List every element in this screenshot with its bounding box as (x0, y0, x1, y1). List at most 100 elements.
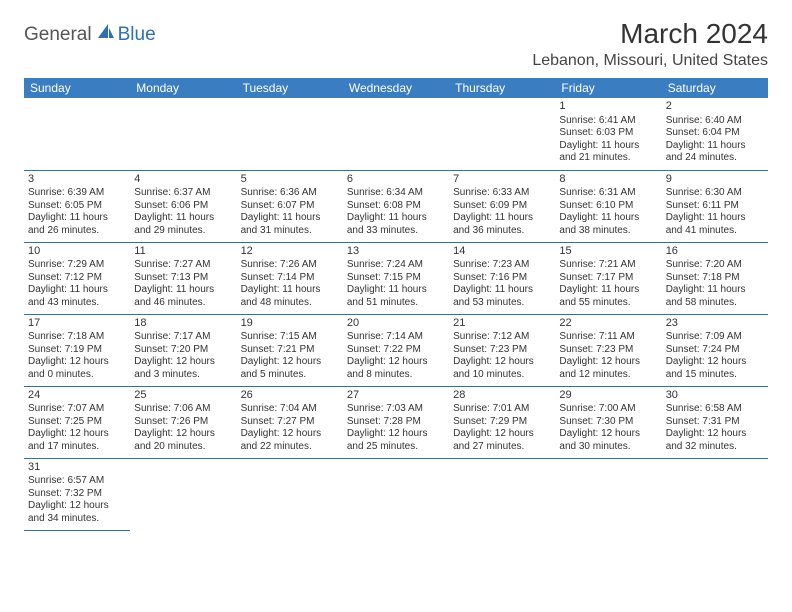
calendar-day-cell: 3Sunrise: 6:39 AMSunset: 6:05 PMDaylight… (24, 170, 130, 242)
calendar-empty-cell (130, 98, 236, 170)
location-label: Lebanon, Missouri, United States (532, 52, 768, 70)
daylight-text: Daylight: 11 hours and 51 minutes. (347, 284, 445, 309)
calendar-day-cell: 27Sunrise: 7:03 AMSunset: 7:28 PMDayligh… (343, 386, 449, 458)
calendar-empty-cell (449, 458, 555, 530)
sunset-text: Sunset: 7:25 PM (28, 416, 126, 429)
daylight-text: Daylight: 12 hours and 10 minutes. (453, 356, 551, 381)
sunset-text: Sunset: 7:24 PM (666, 344, 764, 357)
sunset-text: Sunset: 6:05 PM (28, 200, 126, 213)
calendar-day-cell: 5Sunrise: 6:36 AMSunset: 6:07 PMDaylight… (237, 170, 343, 242)
sunset-text: Sunset: 6:11 PM (666, 200, 764, 213)
sunset-text: Sunset: 7:13 PM (134, 272, 232, 285)
sunrise-text: Sunrise: 7:06 AM (134, 403, 232, 416)
calendar-day-cell: 15Sunrise: 7:21 AMSunset: 7:17 PMDayligh… (555, 242, 661, 314)
calendar-week-row: 31Sunrise: 6:57 AMSunset: 7:32 PMDayligh… (24, 458, 768, 530)
calendar-day-cell: 23Sunrise: 7:09 AMSunset: 7:24 PMDayligh… (662, 314, 768, 386)
day-number: 20 (347, 317, 445, 331)
sunset-text: Sunset: 7:23 PM (453, 344, 551, 357)
header: General Blue March 2024 Lebanon, Missour… (24, 18, 768, 70)
sunrise-text: Sunrise: 7:07 AM (28, 403, 126, 416)
calendar-table: SundayMondayTuesdayWednesdayThursdayFrid… (24, 78, 768, 531)
calendar-empty-cell (24, 98, 130, 170)
sunset-text: Sunset: 7:14 PM (241, 272, 339, 285)
daylight-text: Daylight: 12 hours and 12 minutes. (559, 356, 657, 381)
calendar-day-cell: 8Sunrise: 6:31 AMSunset: 6:10 PMDaylight… (555, 170, 661, 242)
sunrise-text: Sunrise: 7:17 AM (134, 331, 232, 344)
weekday-header: Friday (555, 78, 661, 98)
sunrise-text: Sunrise: 6:39 AM (28, 187, 126, 200)
sunset-text: Sunset: 7:32 PM (28, 488, 126, 501)
sunrise-text: Sunrise: 7:20 AM (666, 259, 764, 272)
calendar-day-cell: 7Sunrise: 6:33 AMSunset: 6:09 PMDaylight… (449, 170, 555, 242)
sunrise-text: Sunrise: 6:31 AM (559, 187, 657, 200)
day-number: 3 (28, 173, 126, 187)
daylight-text: Daylight: 11 hours and 33 minutes. (347, 212, 445, 237)
day-number: 16 (666, 245, 764, 259)
calendar-week-row: 1Sunrise: 6:41 AMSunset: 6:03 PMDaylight… (24, 98, 768, 170)
calendar-week-row: 24Sunrise: 7:07 AMSunset: 7:25 PMDayligh… (24, 386, 768, 458)
calendar-day-cell: 24Sunrise: 7:07 AMSunset: 7:25 PMDayligh… (24, 386, 130, 458)
sunset-text: Sunset: 7:19 PM (28, 344, 126, 357)
day-number: 12 (241, 245, 339, 259)
sunrise-text: Sunrise: 7:21 AM (559, 259, 657, 272)
day-number: 9 (666, 173, 764, 187)
day-number: 27 (347, 389, 445, 403)
day-number: 10 (28, 245, 126, 259)
sunrise-text: Sunrise: 7:03 AM (347, 403, 445, 416)
day-number: 26 (241, 389, 339, 403)
logo: General Blue (24, 22, 156, 47)
sunset-text: Sunset: 7:26 PM (134, 416, 232, 429)
sunset-text: Sunset: 7:20 PM (134, 344, 232, 357)
calendar-day-cell: 26Sunrise: 7:04 AMSunset: 7:27 PMDayligh… (237, 386, 343, 458)
day-number: 14 (453, 245, 551, 259)
day-number: 2 (666, 100, 764, 114)
daylight-text: Daylight: 11 hours and 38 minutes. (559, 212, 657, 237)
sunrise-text: Sunrise: 7:29 AM (28, 259, 126, 272)
sunrise-text: Sunrise: 6:58 AM (666, 403, 764, 416)
calendar-day-cell: 22Sunrise: 7:11 AMSunset: 7:23 PMDayligh… (555, 314, 661, 386)
logo-sail-icon (96, 22, 116, 47)
weekday-header: Wednesday (343, 78, 449, 98)
sunrise-text: Sunrise: 7:01 AM (453, 403, 551, 416)
calendar-body: 1Sunrise: 6:41 AMSunset: 6:03 PMDaylight… (24, 98, 768, 530)
day-number: 29 (559, 389, 657, 403)
calendar-empty-cell (343, 458, 449, 530)
day-number: 8 (559, 173, 657, 187)
calendar-day-cell: 20Sunrise: 7:14 AMSunset: 7:22 PMDayligh… (343, 314, 449, 386)
calendar-empty-cell (449, 98, 555, 170)
daylight-text: Daylight: 11 hours and 24 minutes. (666, 140, 764, 165)
daylight-text: Daylight: 11 hours and 46 minutes. (134, 284, 232, 309)
daylight-text: Daylight: 12 hours and 27 minutes. (453, 428, 551, 453)
daylight-text: Daylight: 12 hours and 32 minutes. (666, 428, 764, 453)
sunset-text: Sunset: 6:08 PM (347, 200, 445, 213)
weekday-header-row: SundayMondayTuesdayWednesdayThursdayFrid… (24, 78, 768, 98)
sunset-text: Sunset: 6:04 PM (666, 127, 764, 140)
sunrise-text: Sunrise: 7:12 AM (453, 331, 551, 344)
weekday-header: Sunday (24, 78, 130, 98)
sunrise-text: Sunrise: 6:37 AM (134, 187, 232, 200)
day-number: 5 (241, 173, 339, 187)
sunrise-text: Sunrise: 6:30 AM (666, 187, 764, 200)
calendar-day-cell: 17Sunrise: 7:18 AMSunset: 7:19 PMDayligh… (24, 314, 130, 386)
sunrise-text: Sunrise: 7:14 AM (347, 331, 445, 344)
daylight-text: Daylight: 11 hours and 41 minutes. (666, 212, 764, 237)
sunrise-text: Sunrise: 7:26 AM (241, 259, 339, 272)
sunset-text: Sunset: 7:18 PM (666, 272, 764, 285)
day-number: 19 (241, 317, 339, 331)
calendar-day-cell: 18Sunrise: 7:17 AMSunset: 7:20 PMDayligh… (130, 314, 236, 386)
daylight-text: Daylight: 11 hours and 48 minutes. (241, 284, 339, 309)
sunset-text: Sunset: 6:09 PM (453, 200, 551, 213)
calendar-day-cell: 9Sunrise: 6:30 AMSunset: 6:11 PMDaylight… (662, 170, 768, 242)
calendar-day-cell: 29Sunrise: 7:00 AMSunset: 7:30 PMDayligh… (555, 386, 661, 458)
calendar-empty-cell (662, 458, 768, 530)
sunrise-text: Sunrise: 6:40 AM (666, 115, 764, 128)
sunrise-text: Sunrise: 7:11 AM (559, 331, 657, 344)
daylight-text: Daylight: 11 hours and 55 minutes. (559, 284, 657, 309)
daylight-text: Daylight: 12 hours and 15 minutes. (666, 356, 764, 381)
sunset-text: Sunset: 6:07 PM (241, 200, 339, 213)
sunrise-text: Sunrise: 6:33 AM (453, 187, 551, 200)
daylight-text: Daylight: 11 hours and 43 minutes. (28, 284, 126, 309)
calendar-day-cell: 16Sunrise: 7:20 AMSunset: 7:18 PMDayligh… (662, 242, 768, 314)
day-number: 1 (559, 100, 657, 114)
day-number: 18 (134, 317, 232, 331)
